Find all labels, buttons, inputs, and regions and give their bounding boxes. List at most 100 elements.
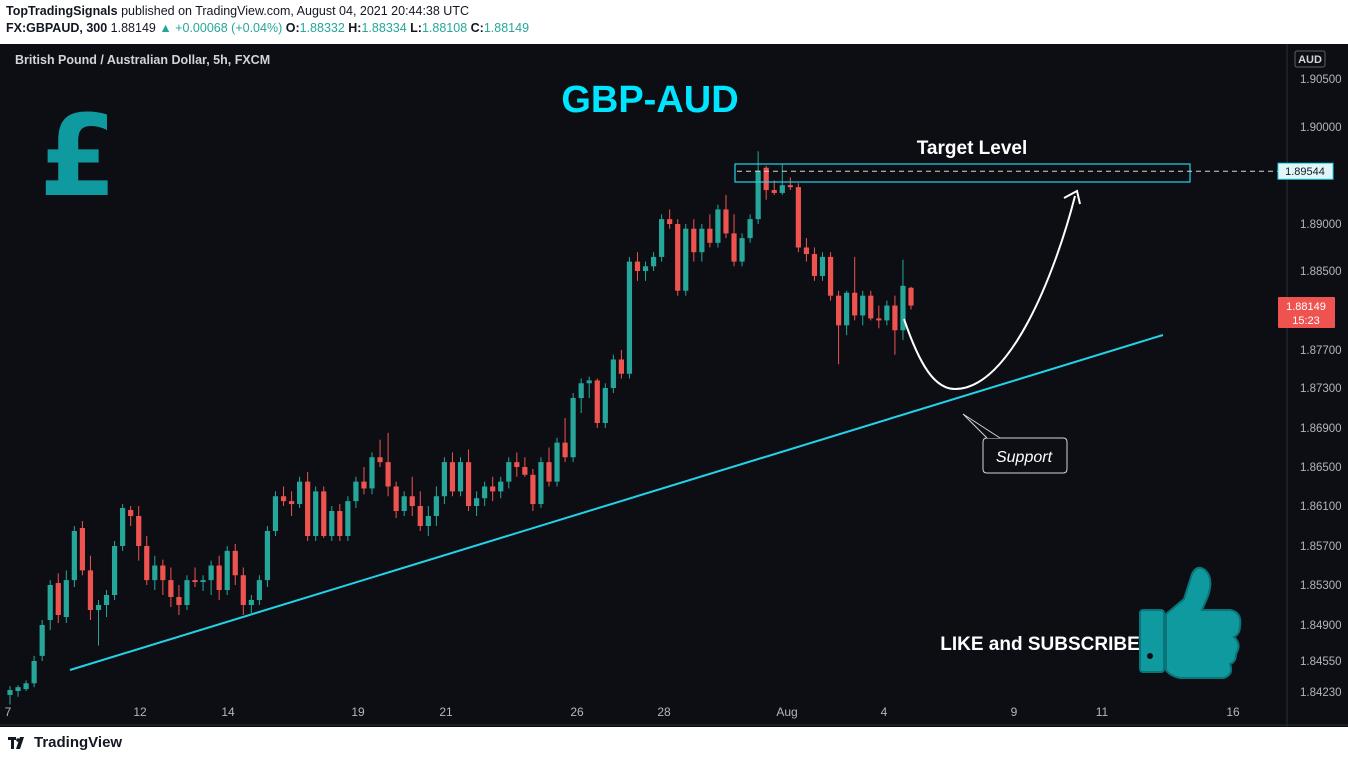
close-value: 1.88149 [483,21,530,35]
candle-body-72 [586,380,592,384]
candle-69 [562,418,568,463]
target-zone[interactable] [734,163,1191,183]
candle-body-37 [305,481,311,536]
candle-105 [852,256,858,321]
candle-body-49 [401,496,407,511]
published-text: published on TradingView.com, August 04,… [121,4,469,18]
candle-22 [184,575,190,610]
candle-1 [15,685,21,697]
candle-body-54 [441,462,448,497]
candle-62 [506,457,512,489]
candle-body-53 [433,496,439,516]
candle-13 [111,541,118,600]
current-price-tag [1278,297,1335,328]
currency-badge[interactable] [1294,50,1326,68]
candle-76 [618,350,624,379]
tradingview-logo-icon [8,736,24,749]
support-callout-box[interactable] [982,437,1068,474]
support-trendline[interactable] [69,334,1164,671]
candle-body-81 [659,219,665,257]
candle-body-43 [353,481,359,502]
candle-50 [409,476,415,516]
candle-80 [650,252,657,271]
candle-8 [71,526,77,587]
candle-body-101 [819,256,826,276]
candle-36 [297,476,303,508]
candle-86 [699,224,705,262]
time-tick-5: 26 [570,705,584,719]
candle-49 [401,491,407,516]
candle-25 [208,560,214,595]
candle-81 [659,214,665,262]
candle-body-45 [369,457,375,489]
candle-body-98 [795,187,801,248]
candle-body-8 [71,531,77,581]
candle-body-80 [650,256,657,267]
candle-body-42 [345,501,351,536]
candle-90 [731,214,737,267]
candle-77 [626,256,633,379]
candle-body-60 [490,486,496,492]
candle-body-91 [739,238,745,262]
candle-27 [224,546,230,595]
candle-body-93 [755,170,761,220]
candle-body-16 [136,516,142,546]
candle-body-73 [594,380,600,423]
price-axis[interactable] [1287,44,1348,727]
candle-71 [578,378,584,413]
candle-104 [844,290,850,336]
candle-40 [329,506,335,541]
price-tick-1: 1.90000 [1300,122,1342,134]
candle-75 [610,354,616,393]
candle-body-70 [570,398,576,458]
candle-108 [876,305,882,329]
candle-body-33 [272,496,279,531]
open-value: 1.88332 [299,21,345,35]
candle-39 [321,486,327,538]
candle-3 [31,655,37,688]
candle-body-26 [216,565,222,590]
candle-body-23 [192,580,198,583]
countdown-label: 15:23 [1292,315,1320,327]
time-tick-9: 9 [1011,705,1018,719]
publisher-name[interactable]: TopTradingSignals [6,4,118,18]
candle-67 [546,447,552,487]
candle-body-17 [144,546,150,581]
candle-35 [288,491,295,516]
candle-body-4 [39,625,45,656]
candle-98 [795,183,801,253]
candle-body-56 [457,462,464,492]
candle-body-2 [23,683,29,690]
price-chart[interactable]: British Pound / Australian Dollar, 5h, F… [0,44,1348,727]
low-value: 1.88108 [421,21,468,35]
time-tick-0: 7 [5,705,12,719]
candle-body-97 [787,185,793,188]
projection-arrowhead-icon [1063,189,1081,205]
time-tick-10: 11 [1096,705,1109,719]
candle-63 [514,452,520,477]
candle-body-78 [634,261,641,271]
candle-44 [361,467,367,495]
candle-72 [586,376,592,398]
candle-body-83 [675,224,681,291]
candle-21 [176,585,182,615]
candle-100 [811,247,818,281]
change-value: +0.00068 (+0.04%) [175,21,283,35]
candle-body-75 [610,359,616,388]
time-tick-2: 14 [221,705,235,719]
tradingview-footer[interactable]: TradingView [8,734,122,751]
chart-legend-title[interactable]: British Pound / Australian Dollar, 5h, F… [15,53,270,67]
candle-body-64 [522,467,528,475]
candle-body-107 [868,295,874,319]
thumbs-up-icon [1139,566,1242,679]
current-price-label: 1.88149 [1286,301,1326,313]
high-label: H: [348,21,362,35]
candle-101 [819,252,826,281]
low-label: L: [410,21,422,35]
candle-4 [39,620,45,661]
candle-body-89 [723,209,729,234]
candle-body-12 [103,595,110,605]
candle-body-34 [280,496,287,502]
projection-curve[interactable] [903,195,1076,391]
candle-54 [441,457,448,505]
